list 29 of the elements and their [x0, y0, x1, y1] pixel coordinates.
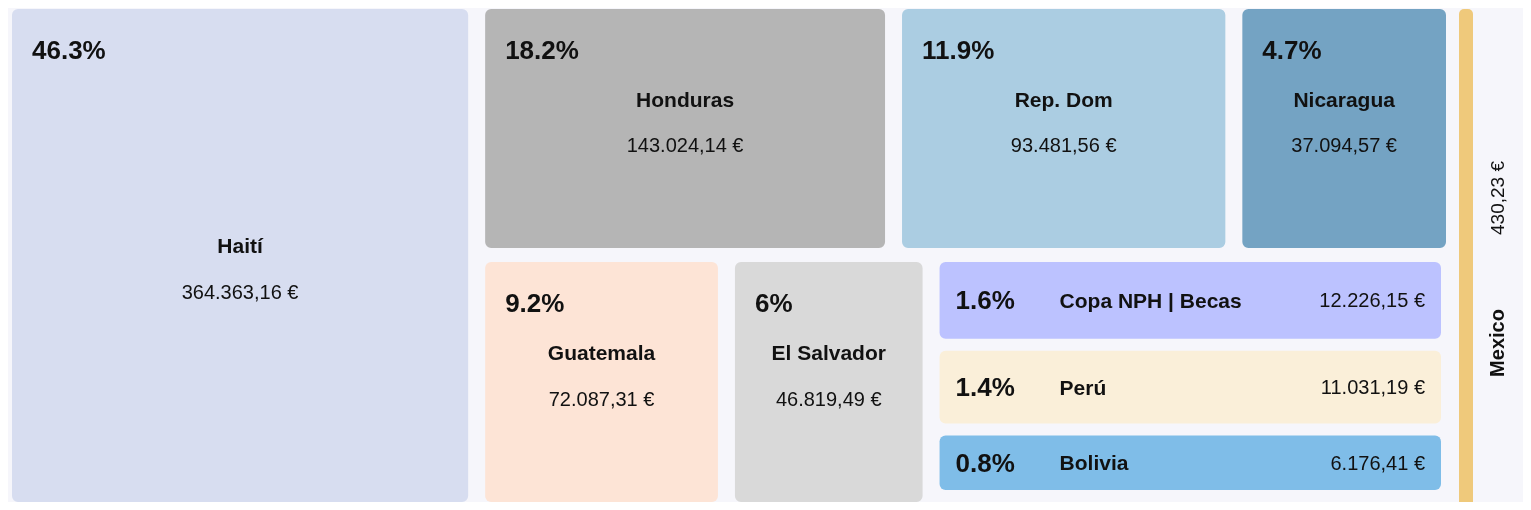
data-label: 143.024,14 €: [626, 134, 744, 157]
data-label: 364.363,16 €: [181, 280, 299, 303]
category-label: Rep. Dom: [1014, 87, 1113, 111]
category-label: Nicaragua: [1293, 87, 1396, 111]
text: 46.3%: [32, 35, 106, 65]
text: 0.8%: [955, 447, 1015, 478]
data-label: 72.087,31 €: [548, 387, 655, 410]
category-label: Guatemala: [547, 341, 656, 365]
data-label: 12.226,15 €: [1319, 289, 1425, 312]
category-label: Copa NPH | Becas: [1059, 288, 1242, 312]
category-label: Mexico: [1486, 309, 1508, 377]
data-label: 430,23 €: [1486, 160, 1508, 235]
category-label: Perú: [1059, 375, 1107, 399]
text: 11.9%: [922, 35, 995, 65]
data-label: 93.481,56 €: [1010, 134, 1117, 157]
text: 6%: [754, 288, 793, 318]
category-label: El Salvador: [771, 341, 886, 365]
category-label: Bolivia: [1059, 451, 1129, 475]
text: 4.7%: [1262, 35, 1322, 65]
data-label: 37.094,57 €: [1291, 134, 1397, 157]
data-label: 6.176,41 €: [1330, 451, 1425, 474]
text: 18.2%: [505, 35, 579, 65]
category-label: Haití: [217, 234, 264, 257]
text: 9.2%: [505, 288, 565, 318]
text: 1.6%: [955, 285, 1015, 316]
text: 1.4%: [955, 372, 1015, 403]
data-label: 46.819,49 €: [775, 387, 882, 410]
category-label: Honduras: [636, 87, 735, 111]
data-label: 11.031,19 €: [1320, 376, 1425, 399]
